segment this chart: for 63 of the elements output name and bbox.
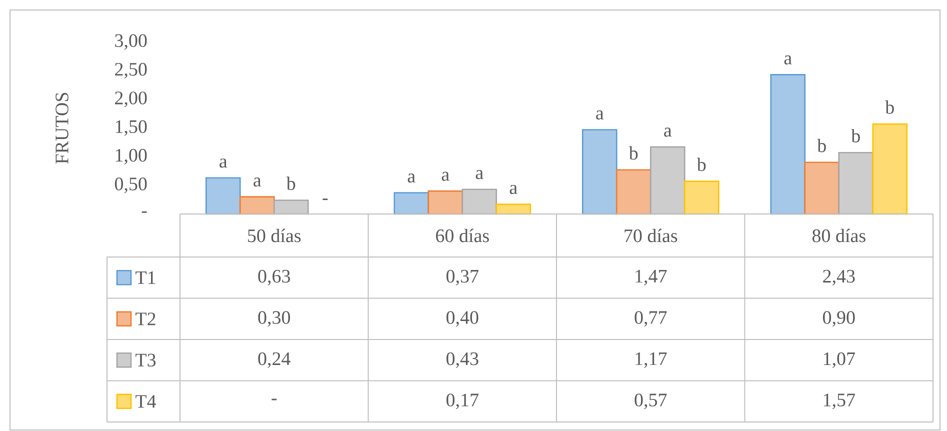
data-label: 0,63 <box>258 270 290 286</box>
annotation: b <box>817 138 826 152</box>
annotation: a <box>664 128 672 137</box>
bar <box>394 192 430 215</box>
bar <box>239 196 275 215</box>
annotation: a <box>784 55 792 64</box>
data-label: 0,40 <box>446 311 478 327</box>
bar <box>770 74 806 215</box>
annotation: b <box>696 158 706 172</box>
y-tick-label: 0,50 <box>114 178 147 194</box>
annotation: b <box>286 176 296 190</box>
legend-label: T2 <box>136 312 156 326</box>
data-label: 1,47 <box>636 270 667 286</box>
bar <box>273 200 309 215</box>
bar <box>804 162 840 215</box>
annotation: a <box>476 170 484 180</box>
bar <box>650 146 686 215</box>
data-label: 1,57 <box>824 394 855 410</box>
annotation: a <box>442 172 450 181</box>
data-label: 1,17 <box>636 352 667 368</box>
data-label: 0,43 <box>446 352 478 368</box>
bar <box>616 169 652 215</box>
y-tick-label: 2,00 <box>115 92 147 108</box>
annotation: a <box>596 110 604 120</box>
annotation: a <box>220 158 228 168</box>
annotation: - <box>322 198 328 200</box>
legend-label: T1 <box>136 271 156 284</box>
annotation: a <box>254 178 262 187</box>
bar <box>582 129 618 215</box>
x-tick-label: 80 días <box>812 228 866 242</box>
annotation: a <box>510 184 518 194</box>
annotation: b <box>851 129 860 142</box>
bar <box>428 190 464 215</box>
data-label: 0,24 <box>258 352 290 368</box>
y-tick-label: - <box>142 211 147 213</box>
x-tick-label: 60 días <box>436 228 489 242</box>
y-tick-label: 1,50 <box>116 120 147 136</box>
annotation: b <box>885 100 894 114</box>
data-label: 2,43 <box>823 270 855 286</box>
y-tick-label: 2,50 <box>115 62 147 78</box>
x-tick-label: 70 días <box>624 228 678 242</box>
bar <box>684 180 720 215</box>
data-label: 0,37 <box>446 270 478 286</box>
bar <box>496 204 532 215</box>
x-tick-label: 50 días <box>248 228 301 242</box>
data-label: 0,57 <box>634 394 667 410</box>
legend-label: T3 <box>136 354 156 367</box>
annotation: a <box>408 173 416 183</box>
data-label: 0,77 <box>634 311 667 327</box>
bar <box>872 123 908 215</box>
data-label: 1,07 <box>824 352 855 368</box>
bar <box>462 188 498 215</box>
text: - <box>272 398 277 400</box>
legend-label: T4 <box>136 395 156 408</box>
y-tick-label: 1,00 <box>116 148 147 164</box>
bar <box>205 177 241 215</box>
y-tick-label: 3,00 <box>115 34 147 50</box>
y-axis-title: FRUTOS <box>56 92 68 164</box>
data-label: 0,30 <box>258 311 290 327</box>
data-label: 0,17 <box>446 394 478 410</box>
bar <box>838 152 874 215</box>
data-label: 0,90 <box>822 311 855 327</box>
annotation: b <box>628 146 638 160</box>
